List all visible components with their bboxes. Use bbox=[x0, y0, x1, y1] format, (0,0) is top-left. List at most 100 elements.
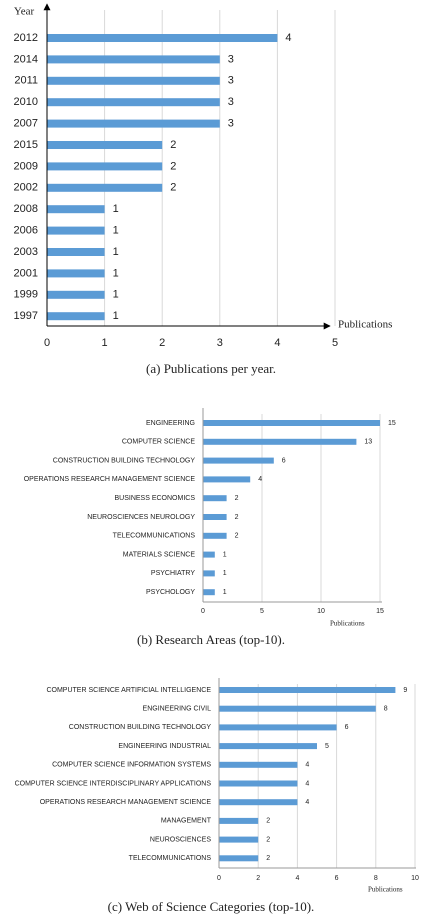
value-label: 2 bbox=[170, 139, 176, 151]
y-tick-label: NEUROSCIENCES bbox=[150, 836, 211, 843]
x-axis-label: Publications bbox=[338, 319, 392, 331]
value-label: 2 bbox=[266, 836, 270, 843]
bar bbox=[219, 724, 337, 731]
x-tick-label: 0 bbox=[217, 875, 221, 882]
x-tick-label: 10 bbox=[411, 875, 419, 882]
bar bbox=[47, 290, 105, 299]
bar bbox=[47, 162, 163, 171]
bar bbox=[47, 98, 220, 107]
bar bbox=[203, 495, 227, 502]
x-axis-label: Publications bbox=[368, 886, 403, 894]
bar bbox=[219, 836, 259, 843]
value-label: 2 bbox=[235, 495, 239, 502]
bar bbox=[203, 551, 215, 558]
value-label: 1 bbox=[113, 203, 119, 215]
x-tick-label: 15 bbox=[376, 608, 384, 615]
x-tick-label: 6 bbox=[335, 875, 339, 882]
bar bbox=[47, 76, 220, 85]
y-tick-label: PSYCHIATRY bbox=[151, 570, 195, 577]
y-tick-label: TELECOMMUNICATIONS bbox=[113, 533, 196, 540]
bar bbox=[219, 705, 376, 712]
bar bbox=[47, 34, 278, 42]
x-tick-label: 2 bbox=[256, 875, 260, 882]
x-tick-label: 5 bbox=[332, 337, 338, 349]
y-tick-label: ENGINEERING CIVIL bbox=[143, 706, 212, 713]
y-tick-label: 2014 bbox=[14, 53, 38, 65]
bar bbox=[47, 312, 105, 321]
x-tick-label: 3 bbox=[217, 337, 223, 349]
y-tick-label: 2008 bbox=[14, 203, 38, 215]
value-label: 1 bbox=[113, 225, 119, 237]
value-label: 6 bbox=[282, 457, 286, 464]
x-tick-label: 4 bbox=[295, 875, 299, 882]
y-tick-label: PSYCHOLOGY bbox=[146, 589, 195, 596]
y-tick-label: 1999 bbox=[14, 289, 38, 301]
value-label: 2 bbox=[266, 855, 270, 862]
x-tick-label: 5 bbox=[260, 608, 264, 615]
y-tick-label: 2007 bbox=[14, 118, 38, 130]
caption: (b) Research Areas (top-10). bbox=[137, 632, 285, 647]
bar bbox=[47, 248, 105, 256]
value-label: 3 bbox=[228, 118, 234, 130]
y-tick-label: MANAGEMENT bbox=[161, 818, 212, 825]
bar bbox=[203, 438, 357, 445]
bar bbox=[219, 761, 298, 768]
value-label: 15 bbox=[388, 420, 396, 427]
x-tick-label: 8 bbox=[374, 875, 378, 882]
x-tick-label: 4 bbox=[274, 337, 280, 349]
bar bbox=[219, 780, 298, 787]
y-axis-label: Year bbox=[14, 6, 35, 18]
y-tick-label: 2003 bbox=[14, 246, 38, 258]
bar bbox=[203, 570, 215, 577]
y-tick-label: COMPUTER SCIENCE bbox=[122, 439, 195, 446]
value-label: 2 bbox=[235, 533, 239, 540]
x-tick-label: 0 bbox=[201, 608, 205, 615]
value-label: 2 bbox=[266, 818, 270, 825]
bar bbox=[219, 855, 259, 862]
x-tick-label: 10 bbox=[317, 608, 325, 615]
bar bbox=[203, 514, 227, 520]
value-label: 3 bbox=[228, 75, 234, 87]
y-tick-label: 2001 bbox=[14, 267, 38, 279]
value-label: 3 bbox=[228, 53, 234, 65]
bar bbox=[203, 457, 274, 464]
bar bbox=[203, 420, 380, 426]
bar bbox=[203, 532, 227, 539]
y-tick-label: 2009 bbox=[14, 160, 38, 172]
y-tick-label: OPERATIONS RESEARCH MANAGEMENT SCIENCE bbox=[24, 476, 196, 483]
bar bbox=[219, 743, 317, 750]
value-label: 2 bbox=[235, 514, 239, 521]
caption: (a) Publications per year. bbox=[146, 361, 276, 376]
value-label: 4 bbox=[258, 476, 262, 483]
value-label: 1 bbox=[113, 310, 119, 322]
x-tick-label: 1 bbox=[102, 337, 108, 349]
y-tick-label: 2015 bbox=[14, 139, 38, 151]
value-label: 4 bbox=[305, 780, 309, 787]
value-label: 2 bbox=[170, 182, 176, 194]
y-tick-label: COMPUTER SCIENCE INTERDISCIPLINARY APPLI… bbox=[15, 780, 212, 787]
value-label: 3 bbox=[228, 96, 234, 108]
value-label: 13 bbox=[364, 439, 372, 446]
bar bbox=[219, 799, 298, 806]
value-label: 2 bbox=[170, 160, 176, 172]
value-label: 9 bbox=[403, 687, 407, 694]
bar bbox=[47, 119, 220, 128]
value-label: 1 bbox=[113, 289, 119, 301]
x-tick-label: 2 bbox=[159, 337, 165, 349]
y-tick-label: BUSINESS ECONOMICS bbox=[114, 495, 195, 502]
x-tick-label: 0 bbox=[44, 337, 50, 349]
y-tick-label: COMPUTER SCIENCE INFORMATION SYSTEMS bbox=[52, 762, 211, 769]
value-label: 4 bbox=[305, 799, 309, 806]
y-tick-label: CONSTRUCTION BUILDING TECHNOLOGY bbox=[69, 724, 212, 731]
y-tick-label: COMPUTER SCIENCE ARTIFICIAL INTELLIGENCE bbox=[46, 687, 211, 694]
y-tick-label: MATERIALS SCIENCE bbox=[123, 551, 196, 558]
bar bbox=[203, 476, 251, 483]
value-label: 4 bbox=[305, 762, 309, 769]
bar bbox=[219, 817, 259, 824]
bar bbox=[219, 687, 396, 693]
value-label: 1 bbox=[223, 570, 227, 577]
value-label: 6 bbox=[345, 724, 349, 731]
value-label: 4 bbox=[285, 32, 291, 44]
x-axis-label: Publications bbox=[330, 620, 365, 628]
bar bbox=[47, 55, 220, 64]
